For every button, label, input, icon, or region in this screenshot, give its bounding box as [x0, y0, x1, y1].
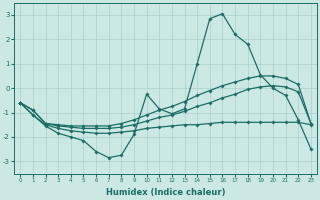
X-axis label: Humidex (Indice chaleur): Humidex (Indice chaleur): [106, 188, 225, 197]
